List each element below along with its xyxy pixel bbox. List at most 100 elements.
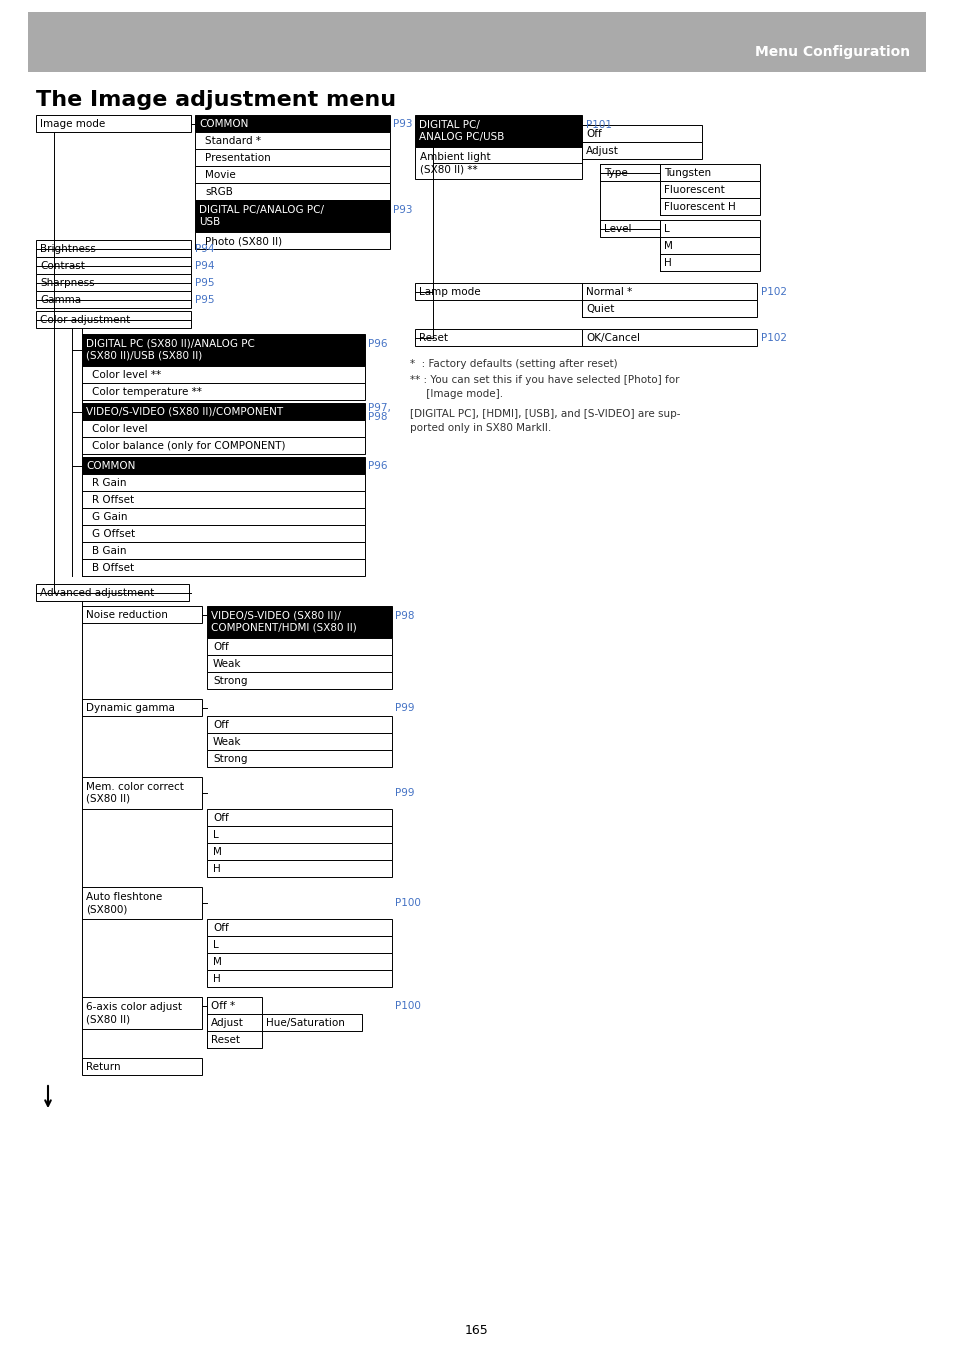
Bar xyxy=(207,1032,262,1048)
Text: Fluorescent: Fluorescent xyxy=(663,185,724,195)
Text: Gamma: Gamma xyxy=(40,295,81,306)
Text: Strong: Strong xyxy=(213,676,247,685)
Text: Off: Off xyxy=(213,923,229,933)
Text: R Offset: R Offset xyxy=(91,495,134,506)
Text: P100: P100 xyxy=(395,1000,420,1011)
Bar xyxy=(581,283,757,300)
Text: G Offset: G Offset xyxy=(91,529,135,539)
Text: P93: P93 xyxy=(393,206,412,215)
Text: Color adjustment: Color adjustment xyxy=(40,315,131,324)
Bar xyxy=(599,220,659,237)
Text: Reset: Reset xyxy=(418,333,448,343)
Text: Return: Return xyxy=(86,1063,120,1072)
Text: ported only in SX80 MarkII.: ported only in SX80 MarkII. xyxy=(410,423,551,433)
Text: Off: Off xyxy=(213,721,229,730)
Text: G Gain: G Gain xyxy=(91,512,128,522)
Text: B Offset: B Offset xyxy=(91,562,134,573)
Text: Color level **: Color level ** xyxy=(91,370,161,380)
Bar xyxy=(36,115,191,132)
Text: [Image mode].: [Image mode]. xyxy=(410,389,502,399)
Text: USB: USB xyxy=(199,218,220,227)
Bar xyxy=(82,491,365,508)
Bar xyxy=(194,166,390,183)
Text: Weak: Weak xyxy=(213,658,241,669)
Bar xyxy=(82,383,365,400)
Bar xyxy=(415,329,581,346)
Bar xyxy=(659,197,760,215)
Text: M: M xyxy=(213,846,222,857)
Text: DIGITAL PC/ANALOG PC/: DIGITAL PC/ANALOG PC/ xyxy=(199,206,324,215)
Bar xyxy=(82,403,365,420)
Text: P99: P99 xyxy=(395,703,414,713)
Text: H: H xyxy=(213,864,220,873)
Bar xyxy=(28,12,925,72)
Bar xyxy=(82,996,202,1029)
Bar xyxy=(82,542,365,558)
Bar xyxy=(207,919,392,936)
Text: Strong: Strong xyxy=(213,754,247,764)
Text: DIGITAL PC/: DIGITAL PC/ xyxy=(418,120,479,130)
Text: Contrast: Contrast xyxy=(40,261,85,270)
Text: COMMON: COMMON xyxy=(199,119,248,128)
Bar xyxy=(82,475,365,491)
Text: Brightness: Brightness xyxy=(40,243,95,254)
Text: Reset: Reset xyxy=(211,1036,240,1045)
Text: OK/Cancel: OK/Cancel xyxy=(585,333,639,343)
Text: P93: P93 xyxy=(393,119,412,128)
Bar xyxy=(194,233,390,249)
Text: sRGB: sRGB xyxy=(205,187,233,197)
Text: COMPONENT/HDMI (SX80 II): COMPONENT/HDMI (SX80 II) xyxy=(211,623,356,633)
Bar xyxy=(82,334,365,366)
Text: Quiet: Quiet xyxy=(585,304,614,314)
Bar xyxy=(82,699,202,717)
Bar xyxy=(194,115,390,132)
Bar xyxy=(207,996,262,1014)
Text: Presentation: Presentation xyxy=(205,153,271,164)
Bar xyxy=(207,717,392,733)
Bar xyxy=(207,844,392,860)
Text: Ambient light: Ambient light xyxy=(419,151,490,162)
Text: 165: 165 xyxy=(465,1324,488,1337)
Text: Sharpness: Sharpness xyxy=(40,279,94,288)
Text: H: H xyxy=(213,973,220,984)
Bar xyxy=(36,274,191,291)
Text: Advanced adjustment: Advanced adjustment xyxy=(40,588,154,598)
Text: H: H xyxy=(663,258,671,268)
Bar xyxy=(194,132,390,149)
Text: Color balance (only for COMPONENT): Color balance (only for COMPONENT) xyxy=(91,441,285,452)
Bar xyxy=(581,142,701,160)
Bar xyxy=(82,457,365,475)
Bar xyxy=(581,329,757,346)
Text: Adjust: Adjust xyxy=(585,146,618,155)
Text: M: M xyxy=(213,957,222,967)
Bar xyxy=(581,124,701,142)
Text: ** : You can set this if you have selected [Photo] for: ** : You can set this if you have select… xyxy=(410,375,679,385)
Text: Noise reduction: Noise reduction xyxy=(86,610,168,621)
Bar xyxy=(82,525,365,542)
Text: Color level: Color level xyxy=(91,425,148,434)
Bar xyxy=(659,254,760,270)
Text: Off: Off xyxy=(213,813,229,823)
Text: Hue/Saturation: Hue/Saturation xyxy=(266,1018,345,1028)
Text: Type: Type xyxy=(603,168,627,178)
Bar xyxy=(207,606,392,638)
Text: P95: P95 xyxy=(194,279,214,288)
Bar xyxy=(415,115,581,147)
Text: *  : Factory defaults (setting after reset): * : Factory defaults (setting after rese… xyxy=(410,360,617,369)
Bar xyxy=(207,654,392,672)
Text: Off: Off xyxy=(213,642,229,652)
Text: L: L xyxy=(213,940,218,950)
Bar xyxy=(262,1014,361,1032)
Bar xyxy=(194,183,390,200)
Bar xyxy=(415,147,581,178)
Text: P98: P98 xyxy=(395,611,414,621)
Bar xyxy=(36,257,191,274)
Text: P102: P102 xyxy=(760,333,786,343)
Text: M: M xyxy=(663,241,672,251)
Text: Auto fleshtone: Auto fleshtone xyxy=(86,892,162,902)
Text: (SX80 II) **: (SX80 II) ** xyxy=(419,164,477,174)
Text: P94: P94 xyxy=(194,243,214,254)
Text: (SX80 II)/USB (SX80 II): (SX80 II)/USB (SX80 II) xyxy=(86,352,202,361)
Text: Tungsten: Tungsten xyxy=(663,168,710,178)
Bar xyxy=(82,777,202,808)
